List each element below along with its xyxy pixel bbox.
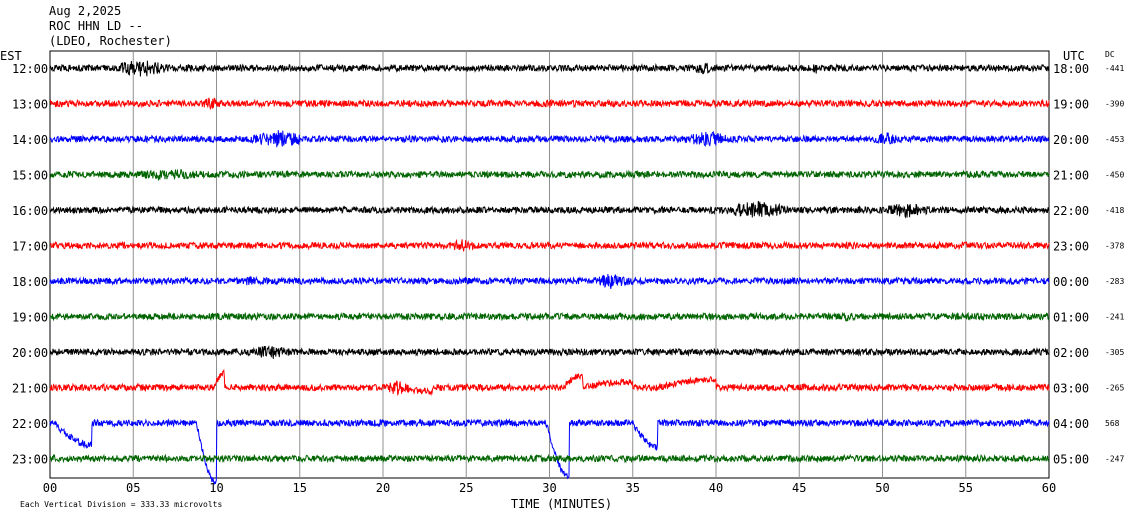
utc-time-label: 23:00 <box>1053 240 1089 254</box>
est-time-label: 14:00 <box>12 133 48 147</box>
dc-offset-label: -283 <box>1105 277 1124 286</box>
trace-line <box>49 417 1050 486</box>
est-time-label: 17:00 <box>12 240 48 254</box>
est-time-label: 19:00 <box>12 311 48 325</box>
dc-offset-label: -241 <box>1105 313 1124 322</box>
utc-time-label: 00:00 <box>1053 275 1089 289</box>
est-time-label: 16:00 <box>12 204 48 218</box>
utc-time-label: 05:00 <box>1053 453 1089 467</box>
utc-time-label: 18:00 <box>1053 62 1089 76</box>
utc-time-label: 03:00 <box>1053 382 1089 396</box>
dc-offset-label: -265 <box>1105 384 1124 393</box>
date-label: Aug 2,2025 <box>49 4 122 18</box>
est-time-label: 18:00 <box>12 275 48 289</box>
x-tick-label: 05 <box>126 481 140 495</box>
dc-offset-label: -453 <box>1105 135 1124 144</box>
x-tick-label: 60 <box>1042 481 1056 495</box>
dc-offset-label: -247 <box>1105 455 1124 464</box>
x-tick-label: 00 <box>43 481 57 495</box>
trace-line <box>49 200 1050 219</box>
utc-time-label: 02:00 <box>1053 346 1089 360</box>
x-tick-label: 20 <box>376 481 390 495</box>
est-time-label: 15:00 <box>12 169 48 183</box>
trace-line <box>49 60 1050 77</box>
trace-line <box>49 130 1050 148</box>
grid-lines <box>49 50 1050 479</box>
trace-line <box>49 453 1050 464</box>
trace-line <box>49 273 1050 290</box>
trace-line <box>49 345 1050 359</box>
dc-offset-label: -450 <box>1105 171 1124 180</box>
x-tick-label: 10 <box>209 481 223 495</box>
x-tick-label: 30 <box>542 481 556 495</box>
network-label: (LDEO, Rochester) <box>49 34 172 48</box>
est-time-label: 20:00 <box>12 346 48 360</box>
trace-line <box>49 368 1050 397</box>
est-time-label: 23:00 <box>12 453 48 467</box>
x-tick-label: 25 <box>459 481 473 495</box>
est-time-label: 12:00 <box>12 62 48 76</box>
dc-offset-label: 568 <box>1105 419 1120 428</box>
est-time-label: 21:00 <box>12 382 48 396</box>
utc-time-label: 22:00 <box>1053 204 1089 218</box>
trace-line <box>49 238 1050 252</box>
x-tick-label: 40 <box>709 481 723 495</box>
est-time-label: 22:00 <box>12 417 48 431</box>
trace-line <box>49 97 1050 111</box>
x-tick-label: 15 <box>293 481 307 495</box>
axis-labels: 00 05 10 15 20 25 30 35 40 45 50 55 60 TIME (MINUTES)… <box>0 49 1124 511</box>
est-zone-label: EST <box>0 49 22 63</box>
dc-label: DC <box>1105 50 1115 59</box>
utc-time-label: 01:00 <box>1053 311 1089 325</box>
trace-line <box>49 169 1050 182</box>
utc-time-label: 21:00 <box>1053 169 1089 183</box>
x-tick-label: 55 <box>959 481 973 495</box>
seismic-traces <box>49 60 1050 486</box>
utc-time-label: 20:00 <box>1053 133 1089 147</box>
x-tick-label: 35 <box>626 481 640 495</box>
x-tick-label: 45 <box>792 481 806 495</box>
dc-offset-label: -305 <box>1105 348 1124 357</box>
dc-offset-label: -390 <box>1105 100 1124 109</box>
utc-time-label: 04:00 <box>1053 417 1089 431</box>
dc-offset-label: -378 <box>1105 242 1124 251</box>
utc-time-label: 19:00 <box>1053 98 1089 112</box>
scale-note: Each Vertical Division = 333.33 microvol… <box>20 500 222 509</box>
x-tick-label: 50 <box>875 481 889 495</box>
trace-line <box>49 311 1050 322</box>
dc-offset-label: -418 <box>1105 206 1124 215</box>
utc-zone-label: UTC <box>1063 49 1085 63</box>
dc-offset-label: -441 <box>1105 64 1124 73</box>
x-axis-label: TIME (MINUTES) <box>511 497 612 511</box>
est-time-label: 13:00 <box>12 98 48 112</box>
station-label: ROC HHN LD -- <box>49 19 143 33</box>
